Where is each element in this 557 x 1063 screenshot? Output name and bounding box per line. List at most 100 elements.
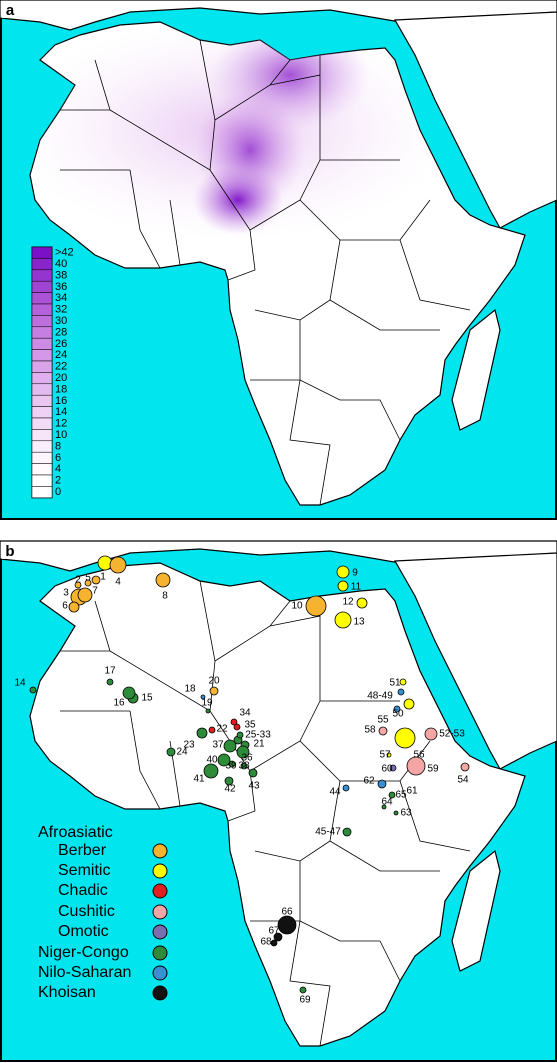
site-label: 20 xyxy=(208,676,220,687)
scale-swatch xyxy=(31,360,53,373)
site-label: 44 xyxy=(329,787,341,798)
site-marker xyxy=(84,579,92,587)
legend-swatch xyxy=(152,904,168,920)
site-label: 67 xyxy=(268,926,280,937)
site-label: 36 xyxy=(241,753,253,764)
scale-swatch xyxy=(31,258,53,271)
site-marker xyxy=(209,686,219,696)
site-marker xyxy=(394,727,416,749)
density-overlay xyxy=(30,22,450,240)
site-marker xyxy=(208,726,216,734)
site-label: 19 xyxy=(201,698,213,709)
site-label: 62 xyxy=(363,776,375,787)
site-marker xyxy=(240,762,248,770)
site-marker xyxy=(277,915,297,935)
site-marker xyxy=(203,763,219,779)
site-marker xyxy=(388,791,396,799)
site-marker xyxy=(236,731,244,739)
site-label: 39 xyxy=(225,761,237,772)
scale-swatch xyxy=(31,303,53,316)
site-label: 69 xyxy=(299,995,311,1006)
site-marker xyxy=(217,753,231,767)
site-label: 34 xyxy=(239,708,251,719)
site-marker xyxy=(248,768,258,778)
site-marker xyxy=(77,587,93,603)
site-label: 42 xyxy=(224,784,236,795)
scale-label: 6 xyxy=(55,452,61,464)
site-marker xyxy=(200,694,206,700)
site-label: 48-49 xyxy=(367,691,393,702)
site-marker xyxy=(403,698,415,710)
site-marker xyxy=(424,727,438,741)
legend-swatch xyxy=(152,945,168,961)
site-marker xyxy=(393,705,401,713)
site-label: 7 xyxy=(92,586,98,597)
site-marker xyxy=(389,764,397,772)
site-label: 6 xyxy=(62,601,68,612)
scale-label: 16 xyxy=(55,395,67,407)
panel-a: a >4240383634323028262422201816141210864… xyxy=(0,0,557,520)
scale-label: 14 xyxy=(55,406,67,418)
site-label: 22 xyxy=(216,724,228,735)
site-marker xyxy=(166,747,176,757)
legend-label: Chadic xyxy=(58,882,108,899)
site-marker xyxy=(68,601,80,613)
site-label: 50 xyxy=(392,709,404,720)
site-label: 21 xyxy=(253,739,265,750)
site-label: 1 xyxy=(100,572,106,583)
site-label: 51 xyxy=(389,678,401,689)
scale-label: 32 xyxy=(55,304,67,316)
site-label: 14 xyxy=(14,678,26,689)
site-label: 9 xyxy=(352,568,358,579)
site-label: 8 xyxy=(162,591,168,602)
legend-label: Cushitic xyxy=(58,903,115,920)
site-label: 13 xyxy=(353,617,365,628)
label-bg xyxy=(2,543,20,559)
legend-label: Omotic xyxy=(58,923,109,940)
site-label: 58 xyxy=(364,725,376,736)
site-label: 68 xyxy=(260,937,272,948)
scale-label: >42 xyxy=(55,247,74,259)
legend-swatch xyxy=(152,863,168,879)
site-marker xyxy=(397,688,405,696)
site-marker xyxy=(230,718,238,726)
scale-label: 22 xyxy=(55,361,67,373)
site-marker xyxy=(393,810,399,816)
site-marker xyxy=(342,784,350,792)
scale-swatch xyxy=(31,292,53,305)
site-label: 15 xyxy=(141,693,153,704)
scale-swatch xyxy=(31,429,53,442)
scale-label: 38 xyxy=(55,269,67,281)
site-marker xyxy=(109,556,127,574)
site-label: 54 xyxy=(457,775,469,786)
scale-label: 10 xyxy=(55,429,67,441)
legend-label: Semitic xyxy=(58,862,110,879)
site-marker xyxy=(460,762,470,772)
scale-swatch xyxy=(31,269,53,282)
panel-label: b xyxy=(5,543,14,560)
scale-swatch xyxy=(31,349,53,362)
legend-swatch xyxy=(152,843,168,859)
site-label: 16 xyxy=(113,698,125,709)
legend-swatch xyxy=(152,985,168,1001)
legend-label: Niger-Congo xyxy=(38,944,129,961)
site-marker xyxy=(336,565,350,579)
scale-swatch xyxy=(31,417,53,430)
site-marker xyxy=(337,580,349,592)
scale-swatch xyxy=(31,486,53,499)
site-marker xyxy=(74,581,82,589)
scale-label: 2 xyxy=(55,475,61,487)
site-marker xyxy=(399,678,407,686)
site-marker xyxy=(378,726,388,736)
site-marker xyxy=(224,776,234,786)
site-label: 43 xyxy=(248,781,260,792)
site-marker xyxy=(196,727,208,739)
site-label: 23 xyxy=(183,740,195,751)
scale-label: 8 xyxy=(55,440,61,452)
site-label: 3 xyxy=(63,588,69,599)
site-label: 66 xyxy=(281,907,293,918)
scale-label: 40 xyxy=(55,258,67,270)
legend: Berber Semitic Chadic Cushitic Omotic Niger-C… xyxy=(38,842,168,1001)
site-label: 41 xyxy=(193,774,205,785)
scale-label: 30 xyxy=(55,315,67,327)
